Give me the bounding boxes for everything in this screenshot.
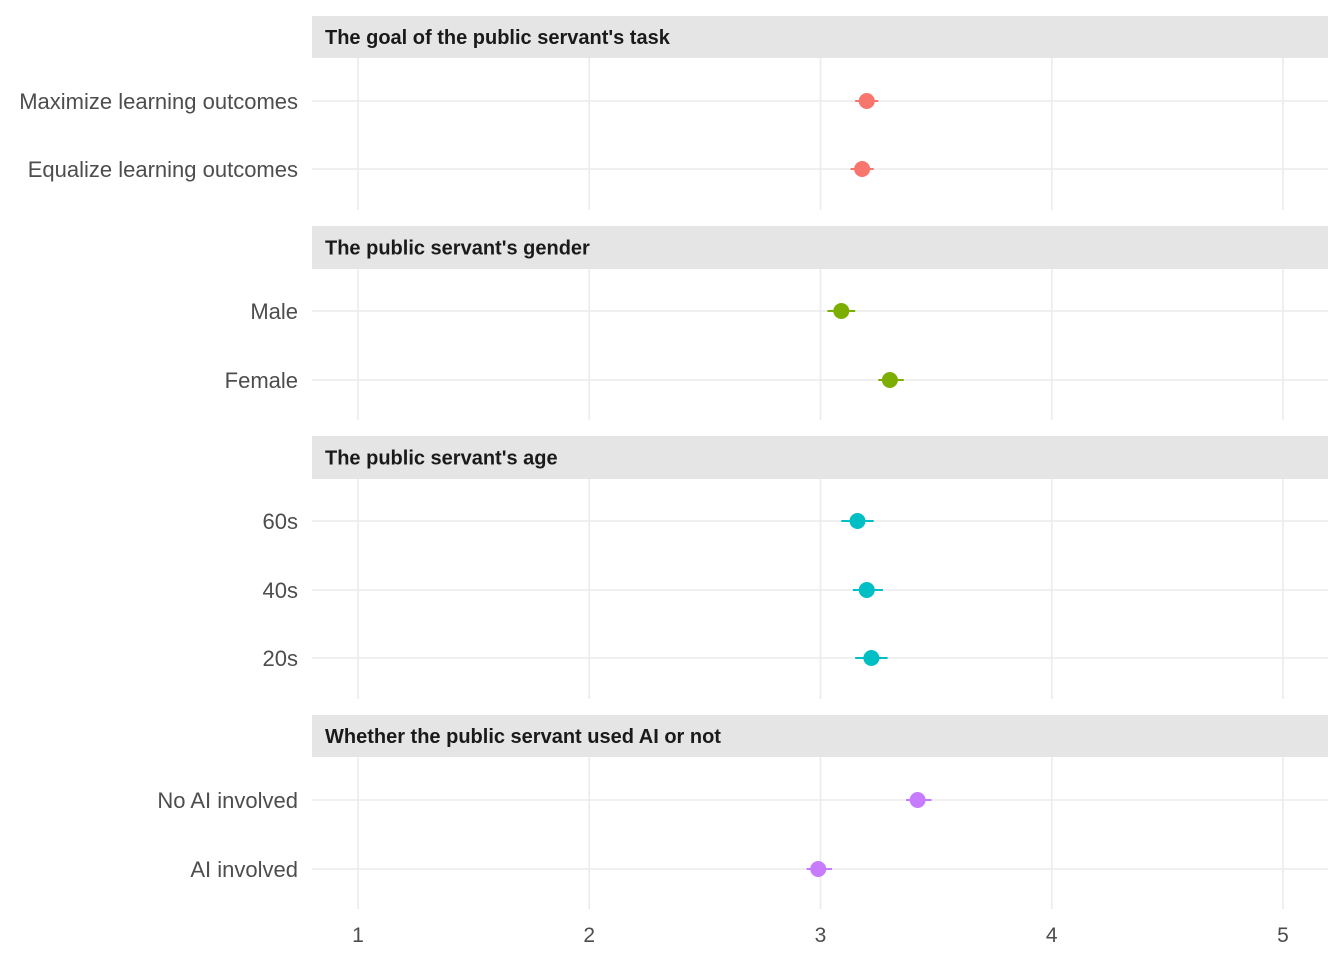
facet-strip-title: The public servant's gender xyxy=(325,238,590,260)
estimate-point xyxy=(858,582,875,598)
facet-strip xyxy=(312,16,1328,58)
facet-panel: Whether the public servant used AI or no… xyxy=(157,715,1328,909)
row-label: AI involved xyxy=(190,857,298,882)
row-label: Female xyxy=(225,368,298,393)
x-tick-label: 5 xyxy=(1277,924,1289,947)
x-tick-label: 4 xyxy=(1046,924,1058,947)
row-label: No AI involved xyxy=(157,788,298,813)
row-label: 60s xyxy=(263,509,298,534)
estimate-point xyxy=(909,792,926,808)
estimate-point xyxy=(833,303,850,319)
estimate-point xyxy=(863,650,880,666)
facet-strip-title: The public servant's age xyxy=(325,448,558,470)
row-label: Maximize learning outcomes xyxy=(19,89,298,114)
x-tick-label: 1 xyxy=(352,924,364,947)
x-tick-label: 3 xyxy=(815,924,827,947)
x-tick-label: 2 xyxy=(583,924,595,947)
row-label: Male xyxy=(250,299,298,324)
facet-strip xyxy=(312,436,1328,479)
facet-strip-title: The goal of the public servant's task xyxy=(325,27,671,49)
row-label: Equalize learning outcomes xyxy=(28,157,298,182)
estimate-point xyxy=(810,861,827,877)
facet-strip xyxy=(312,226,1328,269)
row-label: 40s xyxy=(263,578,298,603)
facet-panel: The public servant's age 60s 40s 20s xyxy=(263,436,1328,699)
facet-strip-title: Whether the public servant used AI or no… xyxy=(325,726,721,748)
facet-panel: The public servant's gender Male Female xyxy=(225,226,1328,420)
row-label: 20s xyxy=(263,646,298,671)
facet-panel: The goal of the public servant's task Max… xyxy=(19,16,1328,210)
estimate-point xyxy=(881,372,898,388)
estimate-point xyxy=(854,161,871,177)
estimate-point xyxy=(849,513,866,529)
facet-strip xyxy=(312,715,1328,757)
estimate-point xyxy=(858,93,875,109)
